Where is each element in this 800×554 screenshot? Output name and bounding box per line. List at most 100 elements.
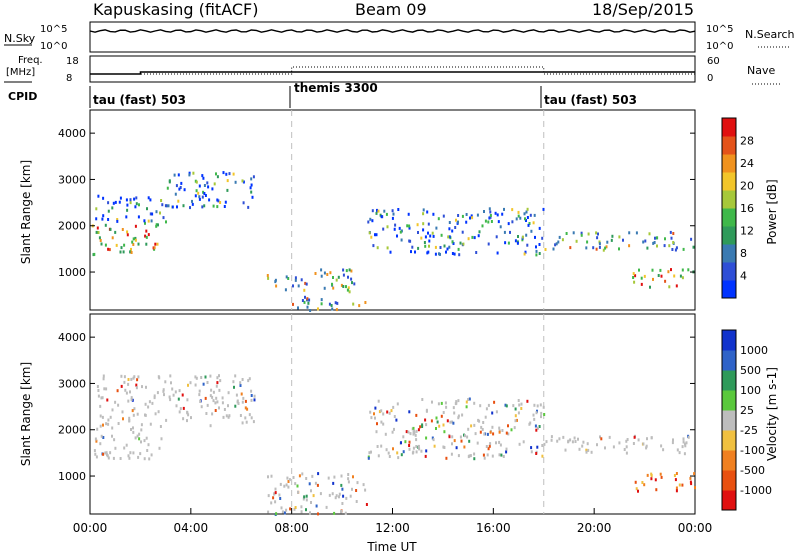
range-gate-cell [111, 236, 114, 240]
range-gate-cell [253, 398, 256, 402]
range-gate-cell [681, 276, 684, 280]
range-gate-cell [132, 243, 135, 246]
range-gate-cell [234, 404, 237, 408]
range-gate-cell [245, 420, 248, 424]
range-gate-cell [95, 207, 98, 211]
colorbar-swatch [722, 172, 736, 191]
range-gate-cell [335, 494, 338, 498]
colorbar-swatch [722, 350, 736, 371]
range-gate-cell [199, 400, 202, 403]
range-gate-cell [314, 481, 317, 485]
range-gate-cell [303, 288, 306, 292]
colorbar-tick-label: 8 [740, 247, 747, 260]
range-gate-cell [435, 427, 437, 430]
range-gate-cell [266, 274, 269, 277]
cpid-segment-1: tau (fast) 503 [93, 93, 186, 107]
range-gate-cell [294, 276, 297, 280]
range-gate-cell [252, 420, 255, 424]
range-gate-cell [331, 282, 333, 286]
range-gate-cell [175, 404, 178, 408]
range-gate-cell [654, 478, 657, 482]
range-gate-cell [273, 492, 276, 496]
range-gate-cell [216, 198, 219, 202]
range-gate-cell [585, 450, 588, 454]
range-gate-cell [162, 389, 165, 393]
range-gate-cell [383, 209, 386, 213]
range-gate-cell [586, 442, 589, 446]
range-gate-cell [421, 423, 424, 427]
range-gate-cell [287, 480, 290, 483]
range-gate-cell [320, 274, 323, 278]
range-gate-cell [653, 241, 656, 244]
range-gate-cell [252, 175, 255, 179]
range-gate-cell [378, 410, 381, 414]
range-gate-cell [440, 401, 443, 405]
range-gate-cell [517, 235, 519, 238]
range-gate-cell [364, 488, 367, 492]
range-gate-cell [275, 284, 278, 288]
range-gate-cell [202, 176, 205, 180]
range-gate-cell [249, 186, 252, 190]
range-gate-cell [424, 454, 427, 458]
range-gate-cell [634, 480, 637, 484]
range-gate-cell [200, 376, 203, 379]
colorbar-frame [721, 117, 737, 299]
range-gate-cell [424, 235, 427, 239]
range-gate-cell [182, 204, 185, 208]
colorbar-tick-label: 4 [740, 270, 747, 283]
range-gate-cell [451, 442, 453, 446]
range-gate-cell [232, 380, 235, 384]
range-gate-cell [640, 282, 643, 286]
range-gate-cell [233, 385, 235, 389]
range-gate-cell [340, 283, 343, 287]
range-gate-cell [310, 501, 312, 504]
range-gate-cell [597, 232, 599, 236]
range-gate-cell [212, 399, 215, 403]
range-gate-cell [158, 446, 161, 450]
nsky-label: N.Sky [4, 32, 36, 45]
range-gate-cell [501, 212, 504, 216]
range-gate-cell [143, 439, 146, 443]
range-gate-cell [159, 211, 161, 215]
range-gate-cell [158, 376, 161, 380]
range-gate-cell [106, 453, 108, 457]
range-gate-cell [628, 244, 631, 248]
range-gate-cell [209, 424, 212, 428]
range-gate-cell [208, 198, 211, 202]
range-gate-cell [125, 443, 128, 447]
range-gate-cell [451, 240, 454, 244]
range-gate-cell [427, 231, 429, 235]
y-tick-label: 4000 [58, 127, 86, 140]
range-gate-cell [270, 474, 273, 478]
range-gate-cell [203, 192, 206, 195]
range-gate-cell [174, 390, 177, 394]
range-gate-cell [507, 432, 510, 436]
range-gate-cell [203, 184, 206, 187]
range-gate-cell [466, 435, 469, 439]
range-gate-cell [534, 235, 536, 239]
range-gate-cell [504, 403, 507, 407]
range-gate-cell [250, 190, 253, 194]
range-gate-cell [542, 405, 545, 409]
range-gate-cell [525, 233, 528, 237]
range-gate-cell [520, 402, 523, 406]
range-gate-cell [129, 390, 131, 394]
range-gate-cell [327, 476, 330, 480]
range-gate-cell [675, 489, 678, 493]
range-gate-cell [426, 210, 429, 214]
range-gate-cell [535, 428, 538, 432]
range-gate-cell [689, 480, 692, 484]
range-gate-cell [189, 381, 192, 385]
range-gate-cell [341, 502, 344, 505]
range-gate-cell [214, 409, 217, 412]
range-gate-cell [474, 432, 477, 436]
range-gate-cell [452, 406, 455, 410]
range-gate-cell [234, 180, 237, 184]
range-gate-cell [338, 495, 340, 499]
range-gate-cell [328, 493, 331, 497]
range-gate-cell [312, 494, 315, 498]
range-gate-cell [274, 500, 277, 504]
x-axis-ticks: 00:00 04:00 08:00 12:00 16:00 20:00 00:00 [73, 508, 712, 535]
range-gate-cell [143, 457, 146, 461]
range-gate-cell [420, 236, 423, 240]
